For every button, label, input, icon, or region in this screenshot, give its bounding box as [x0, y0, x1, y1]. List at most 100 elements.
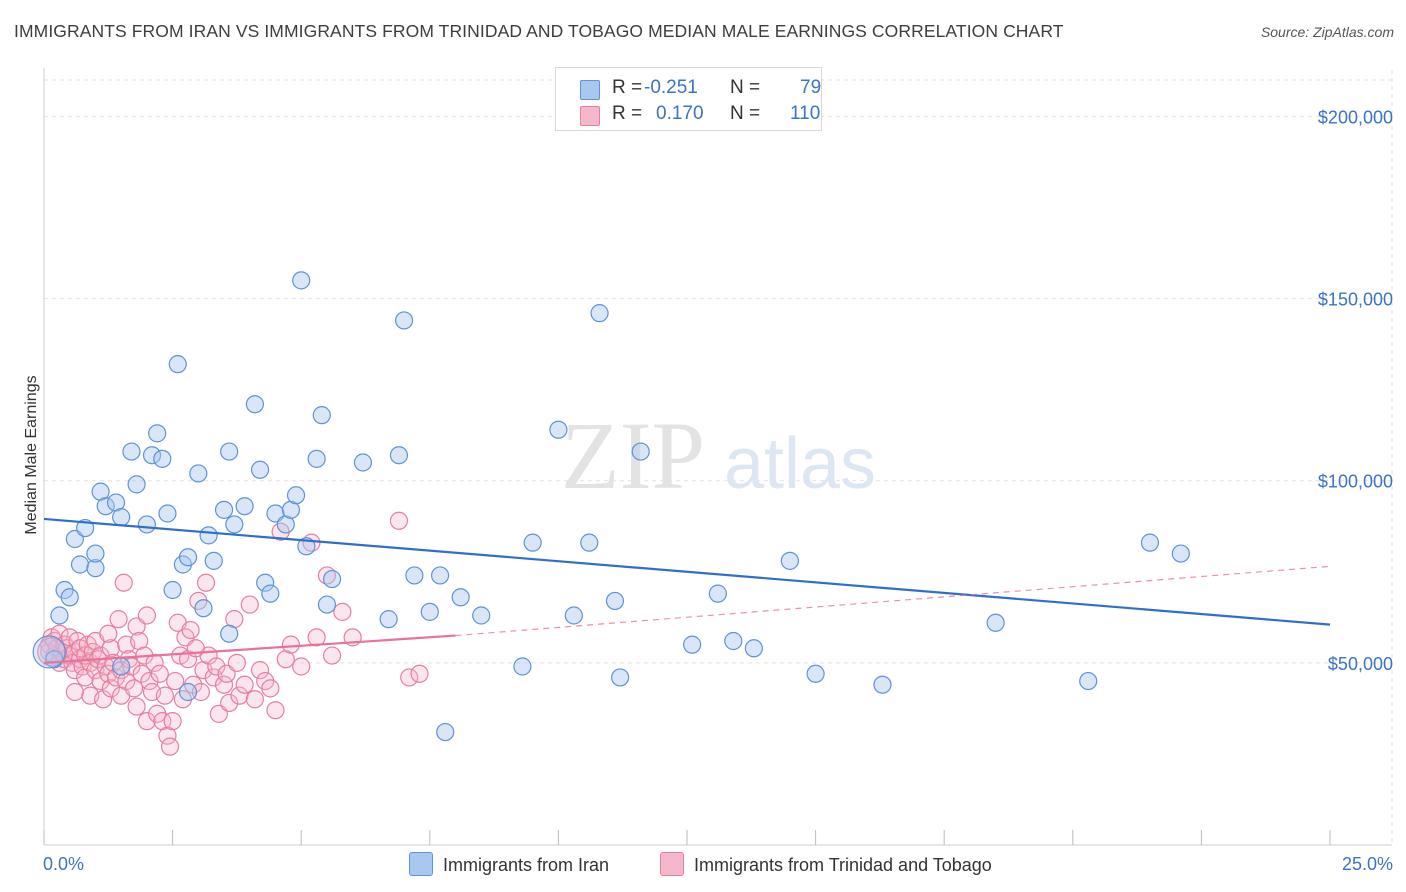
- point-iran: [250, 460, 270, 479]
- point-tt: [250, 661, 270, 680]
- point-iran: [317, 595, 337, 614]
- point-tt: [196, 573, 216, 592]
- point-iran: [1140, 533, 1160, 552]
- point-tt: [245, 690, 265, 709]
- point-iran: [168, 355, 187, 374]
- point-tt: [220, 693, 239, 713]
- chart-title: IMMIGRANTS FROM IRAN VS IMMIGRANTS FROM …: [14, 21, 1064, 41]
- point-iran: [451, 588, 470, 607]
- y-tick-label: $50,000: [1328, 654, 1393, 674]
- point-iran: [549, 420, 568, 439]
- point-iran: [112, 657, 131, 676]
- point-iran: [225, 515, 244, 534]
- y-tick-label: $200,000: [1318, 107, 1393, 127]
- point-iran: [158, 504, 177, 523]
- watermark-atlas: atlas: [724, 424, 876, 504]
- point-iran: [86, 544, 105, 563]
- point-iran: [580, 533, 599, 552]
- point-iran: [564, 606, 583, 625]
- trend-line-tt: [43, 634, 456, 664]
- point-iran: [307, 449, 326, 468]
- point-tt: [68, 631, 87, 651]
- bottom-legend-iran: Immigrants from Iran: [409, 852, 609, 876]
- legend-n-value-iran: 79: [800, 77, 822, 98]
- point-iran: [70, 555, 90, 574]
- point-iran: [220, 442, 239, 461]
- point-iran: [744, 639, 763, 658]
- point-tt: [292, 657, 311, 676]
- legend: R = -0.251 N = 79 R = 0.170 N = 110: [555, 67, 822, 131]
- point-tt: [227, 653, 246, 672]
- point-tt: [266, 701, 285, 720]
- point-tt: [109, 610, 128, 629]
- point-iran: [394, 311, 414, 330]
- point-iran: [312, 406, 331, 425]
- point-iran: [142, 446, 162, 465]
- point-iran: [245, 395, 265, 414]
- point-iran: [724, 631, 743, 651]
- point-tt: [160, 737, 180, 756]
- point-iran: [436, 722, 455, 742]
- point-iran: [122, 442, 141, 461]
- point-tt: [127, 697, 146, 716]
- point-iran: [631, 442, 650, 461]
- x-tick-label-end: 25.0%: [1342, 854, 1393, 874]
- point-tt: [114, 573, 133, 592]
- point-tt: [389, 511, 409, 530]
- point-iran: [1171, 544, 1190, 563]
- bottom-legend-swatch-tt: [660, 852, 684, 876]
- point-tt: [333, 602, 352, 621]
- point-tt: [400, 668, 419, 687]
- legend-r-value-iran: -0.251: [644, 77, 698, 98]
- point-iran: [1079, 671, 1098, 691]
- point-iran-cluster: [32, 635, 66, 669]
- source-label: Source: ZipAtlas.com: [1260, 24, 1394, 40]
- bottom-legend-label-iran: Immigrants from Iran: [443, 855, 610, 875]
- point-tt: [124, 679, 144, 698]
- point-iran: [430, 566, 450, 585]
- point-iran: [256, 573, 275, 592]
- point-tt: [240, 595, 259, 614]
- legend-r-label-tt: R =: [612, 103, 643, 124]
- point-iran: [220, 624, 239, 643]
- point-tt: [181, 620, 200, 640]
- point-tt: [101, 679, 120, 698]
- point-iran: [137, 515, 156, 534]
- bottom-legend-label-tt: Immigrants from Trinidad and Tobago: [694, 855, 992, 875]
- point-tt: [230, 686, 249, 705]
- point-tt: [322, 646, 342, 665]
- point-iran: [297, 537, 316, 556]
- gridlines: [44, 70, 1393, 845]
- point-iran: [178, 548, 198, 567]
- point-tt: [281, 635, 301, 654]
- point-iran: [127, 475, 146, 494]
- point-iran: [523, 533, 542, 552]
- point-tt: [235, 675, 254, 694]
- bottom-legend-tt: Immigrants from Trinidad and Tobago: [660, 852, 992, 876]
- point-iran: [96, 497, 115, 516]
- point-iran: [683, 635, 702, 654]
- point-iran: [353, 453, 373, 472]
- point-iran: [292, 271, 311, 290]
- point-iran: [986, 613, 1005, 632]
- tick-labels: $50,000 $100,000 $150,000 $200,000 0.0% 25.0%: [43, 107, 1393, 874]
- point-tt: [137, 606, 156, 625]
- point-tt: [410, 664, 429, 683]
- legend-n-label-iran: N =: [730, 77, 761, 98]
- trend-lines: [43, 517, 1331, 664]
- point-tt: [150, 664, 169, 683]
- point-iran: [86, 559, 105, 578]
- point-tt: [207, 657, 226, 676]
- point-iran: [405, 566, 424, 585]
- point-iran: [199, 526, 218, 545]
- point-iran: [806, 664, 825, 683]
- point-iran: [204, 551, 223, 570]
- point-iran: [194, 599, 213, 618]
- point-tt: [191, 682, 210, 702]
- bottom-legend-swatch-iran: [409, 852, 433, 876]
- point-iran: [379, 610, 398, 629]
- point-iran: [611, 668, 630, 687]
- point-iran: [214, 500, 234, 519]
- point-iran: [163, 580, 182, 600]
- point-iran: [472, 606, 491, 625]
